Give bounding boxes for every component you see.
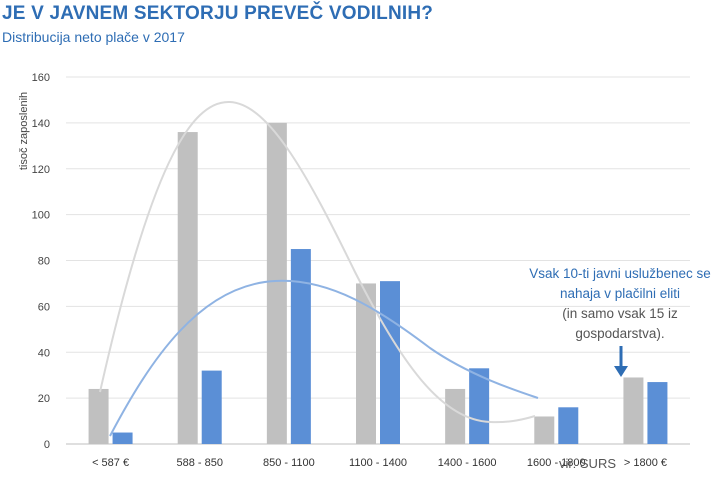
x-tick-label: 1100 - 1400 [349, 457, 407, 469]
trend-line-gray [99, 100, 536, 424]
bar-blue [112, 432, 133, 444]
y-tick-label: 100 [32, 210, 50, 222]
x-tick-label: < 587 € [92, 457, 129, 469]
x-tick-label: 588 - 850 [176, 457, 222, 469]
y-tick-label: 80 [38, 256, 50, 268]
x-tick-labels: < 587 € 588 - 850 850 - 1100 1100 - 1400 140… [92, 457, 667, 469]
y-tick-label: 40 [38, 347, 50, 359]
bar-blue [290, 249, 311, 444]
down-arrow-icon [614, 346, 628, 377]
bar-gray [266, 122, 287, 444]
trend-line-blue [109, 279, 539, 437]
bar-gray [88, 388, 109, 444]
y-tick-label: 160 [32, 72, 50, 84]
source-note: vir: SURS [558, 456, 616, 471]
bar-blue [469, 368, 490, 444]
x-tick-label: 1400 - 1600 [438, 457, 497, 469]
annotation-line-1: Vsak 10-ti javni uslužbenec se [529, 266, 711, 281]
chart-title: JE V JAVNEM SEKTORJU PREVEČ VODILNIH? [2, 3, 434, 24]
y-tick-label: 140 [32, 118, 50, 130]
y-tick-label: 60 [38, 301, 50, 313]
gridlines [66, 76, 690, 445]
x-tick-label: 850 - 1100 [263, 457, 315, 469]
bar-gray [534, 416, 555, 444]
annotation-line-4: gospodarstva). [575, 326, 665, 341]
bar-blue [558, 407, 579, 444]
bar-gray [623, 377, 644, 444]
annotation-line-3: (in samo vsak 15 iz [562, 306, 678, 321]
y-tick-label: 0 [44, 439, 50, 451]
annotation: Vsak 10-ti javni uslužbenec se nahaja v … [510, 264, 720, 344]
bar-blue [380, 281, 400, 444]
bar-blue [647, 382, 668, 444]
bar-gray [356, 283, 376, 444]
bar-blue [201, 370, 222, 444]
chart-subtitle: Distribucija neto plače v 2017 [2, 29, 185, 45]
y-tick-label: 120 [32, 164, 50, 176]
y-tick-label: 20 [38, 393, 50, 405]
bar-gray [177, 132, 198, 445]
bar-gray [445, 388, 466, 444]
x-tick-label: 1600 - 1800 [527, 457, 586, 469]
y-tick-labels: 0 20 40 60 80 100 120 140 160 [32, 72, 50, 451]
x-tick-label: > 1800 € [624, 457, 667, 469]
annotation-line-2: nahaja v plačilni eliti [559, 286, 681, 301]
bars [88, 122, 668, 445]
